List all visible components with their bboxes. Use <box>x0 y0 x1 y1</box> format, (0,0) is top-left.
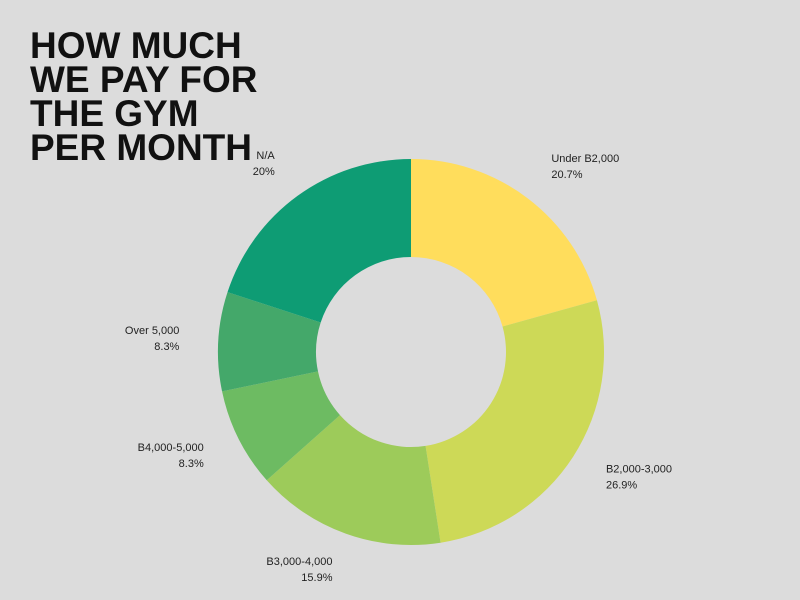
slice-value-label: 20.7% <box>551 169 582 181</box>
slice-value-label: 8.3% <box>179 458 204 470</box>
slice-value-label: 15.9% <box>301 572 332 584</box>
slice-label: B3,000-4,000 <box>266 556 332 568</box>
slice-label: N/A <box>256 150 275 162</box>
slice-label: Under B2,000 <box>551 153 619 165</box>
slice-label: Over 5,000 <box>125 325 179 337</box>
donut-slice <box>411 159 597 327</box>
chart-title: HOW MUCH <box>30 25 242 66</box>
donut-slice <box>266 415 441 546</box>
chart-title: PER MONTH <box>30 127 252 168</box>
slice-value-label: 26.9% <box>606 480 637 492</box>
chart-title: WE PAY FOR <box>30 59 258 100</box>
slice-label: B4,000-5,000 <box>138 442 204 454</box>
slice-value-label: 8.3% <box>154 341 179 353</box>
donut-slice <box>218 292 321 392</box>
chart-title: THE GYM <box>30 93 199 134</box>
donut-slice <box>425 300 604 543</box>
donut-slice <box>222 371 340 481</box>
slice-value-label: 20% <box>253 166 275 178</box>
donut-slice <box>227 159 411 323</box>
slice-label: B2,000-3,000 <box>606 464 672 476</box>
